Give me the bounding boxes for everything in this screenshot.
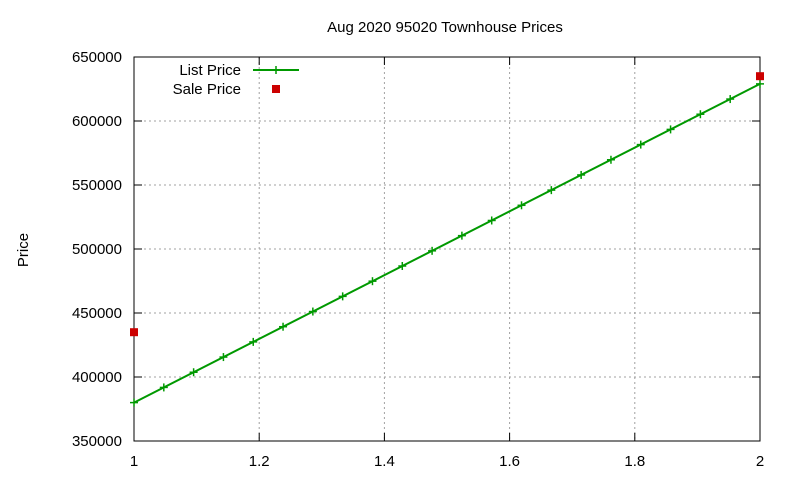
legend-label: Sale Price bbox=[173, 81, 241, 98]
y-tick-label: 650000 bbox=[72, 49, 122, 66]
data-point-list-price bbox=[666, 125, 675, 134]
series-layer bbox=[130, 72, 764, 407]
series-list-price bbox=[130, 79, 764, 407]
y-tick-label: 400000 bbox=[72, 369, 122, 386]
data-point-list-price bbox=[428, 246, 437, 255]
data-point-list-price bbox=[308, 307, 317, 316]
grid bbox=[134, 57, 760, 441]
data-point-list-price bbox=[279, 322, 288, 331]
y-tick-label: 450000 bbox=[72, 305, 122, 322]
x-tick-label: 1.2 bbox=[249, 453, 270, 470]
series-sale-price bbox=[130, 72, 764, 337]
data-point-list-price bbox=[159, 383, 168, 392]
legend-marker bbox=[272, 66, 280, 74]
y-tick-label: 350000 bbox=[72, 433, 122, 450]
legend-item-sale-price: Sale Price bbox=[173, 81, 280, 98]
data-point-list-price bbox=[577, 170, 586, 179]
legend-item-list-price: List Price bbox=[179, 62, 299, 79]
plot-border bbox=[133, 56, 761, 442]
data-point-list-price bbox=[130, 398, 138, 407]
y-tick-label: 500000 bbox=[72, 241, 122, 258]
x-axis-ticks: 1 1.2 1.4 1.6 1.8 2 bbox=[130, 57, 764, 470]
data-point-list-price bbox=[368, 277, 377, 286]
y-axis-label: Price bbox=[15, 233, 32, 267]
y-axis-ticks: 350000 400000 450000 500000 550000 600000 6500… bbox=[72, 49, 760, 450]
data-point-list-price bbox=[696, 110, 705, 119]
chart-title: Aug 2020 95020 Townhouse Prices bbox=[327, 19, 563, 36]
y-tick-label: 600000 bbox=[72, 113, 122, 130]
data-point-list-price bbox=[517, 201, 526, 210]
data-point-list-price bbox=[338, 292, 347, 301]
data-point-list-price bbox=[219, 353, 228, 362]
data-point-list-price bbox=[726, 95, 735, 104]
y-tick-label: 550000 bbox=[72, 177, 122, 194]
data-point-list-price bbox=[487, 216, 496, 225]
x-tick-label: 1.8 bbox=[624, 453, 645, 470]
data-point-list-price bbox=[636, 140, 645, 149]
data-point-sale-price bbox=[130, 328, 138, 337]
legend: List Price Sale Price bbox=[173, 62, 299, 98]
data-point-list-price bbox=[756, 79, 764, 88]
x-tick-label: 2 bbox=[756, 453, 764, 470]
legend-label: List Price bbox=[179, 62, 241, 79]
legend-marker bbox=[272, 85, 280, 93]
data-point-list-price bbox=[249, 337, 258, 346]
data-point-sale-price bbox=[756, 72, 764, 81]
x-tick-label: 1.4 bbox=[374, 453, 395, 470]
x-tick-label: 1.6 bbox=[499, 453, 520, 470]
data-point-list-price bbox=[398, 262, 407, 271]
data-point-list-price bbox=[547, 186, 556, 195]
data-point-list-price bbox=[606, 155, 615, 164]
data-point-list-price bbox=[189, 368, 198, 377]
data-point-list-price bbox=[457, 231, 466, 240]
x-tick-label: 1 bbox=[130, 453, 138, 470]
series-line-list-price bbox=[133, 82, 761, 404]
